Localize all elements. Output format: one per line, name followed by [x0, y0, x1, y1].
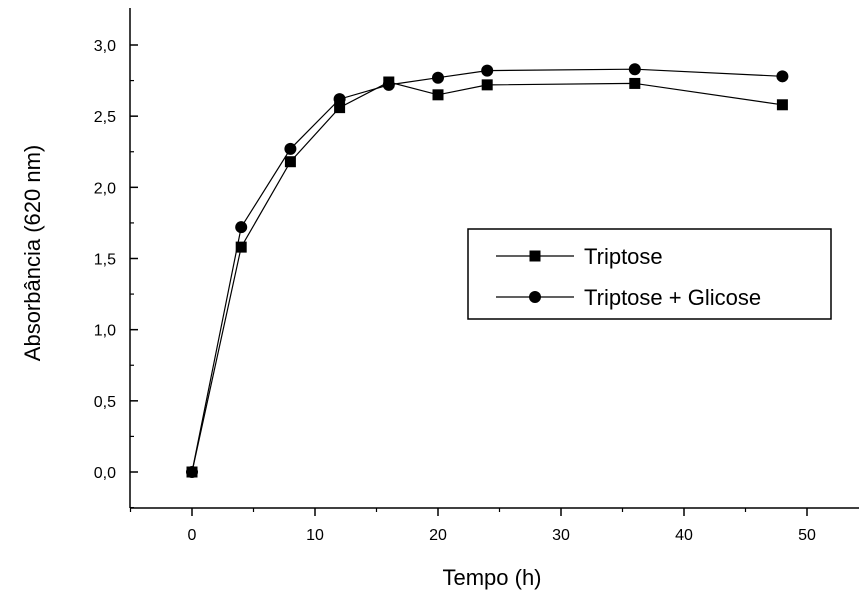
y-tick-label: 2,5 [94, 109, 116, 126]
square-marker [481, 79, 493, 91]
square-marker [334, 102, 346, 114]
series-2 [186, 63, 789, 478]
x-tick-label: 20 [429, 527, 447, 544]
series-layer [186, 63, 789, 478]
circle-marker [628, 63, 641, 76]
circle-marker [235, 221, 248, 234]
y-tick-label: 1,5 [94, 252, 116, 269]
circle-marker [382, 78, 395, 91]
circle-marker [186, 466, 198, 478]
square-marker [629, 77, 641, 89]
circle-marker [776, 70, 789, 83]
x-tick-label: 10 [306, 527, 324, 544]
legend-circle-marker [529, 291, 541, 303]
y-axis-title: Absorbância (620 nm) [20, 145, 45, 361]
circle-marker [432, 71, 444, 84]
axes: 0,0 0,5 1,0 1,5 2,0 2,5 3,0 0 10 20 30 40 50 [94, 8, 859, 544]
square-marker [235, 241, 247, 253]
x-tick-label: 0 [188, 527, 197, 544]
legend-item: Triptose + Glicose [496, 285, 761, 310]
y-tick-label: 0,5 [94, 394, 116, 411]
circle-marker [333, 93, 346, 106]
y-tick-label: 3,0 [94, 38, 116, 55]
circle-marker [284, 142, 297, 155]
legend-item: Triptose [496, 244, 663, 269]
legend: Triptose Triptose + Glicose [467, 228, 832, 320]
legend-box [467, 228, 832, 320]
legend-square-marker [529, 250, 541, 262]
legend-label: Triptose [584, 244, 663, 269]
x-tick-label: 40 [675, 527, 693, 544]
legend-label: Triptose + Glicose [584, 285, 761, 310]
square-marker [284, 156, 296, 168]
x-axis-title: Tempo (h) [442, 565, 541, 590]
y-tick-label: 1,0 [94, 323, 116, 340]
y-tick-label: 0,0 [94, 465, 116, 482]
y-tick-label: 2,0 [94, 180, 116, 197]
x-tick-label: 50 [798, 527, 816, 544]
square-marker [776, 99, 788, 111]
square-marker [432, 89, 444, 101]
x-tick-label: 30 [552, 527, 570, 544]
circle-marker [481, 64, 494, 77]
